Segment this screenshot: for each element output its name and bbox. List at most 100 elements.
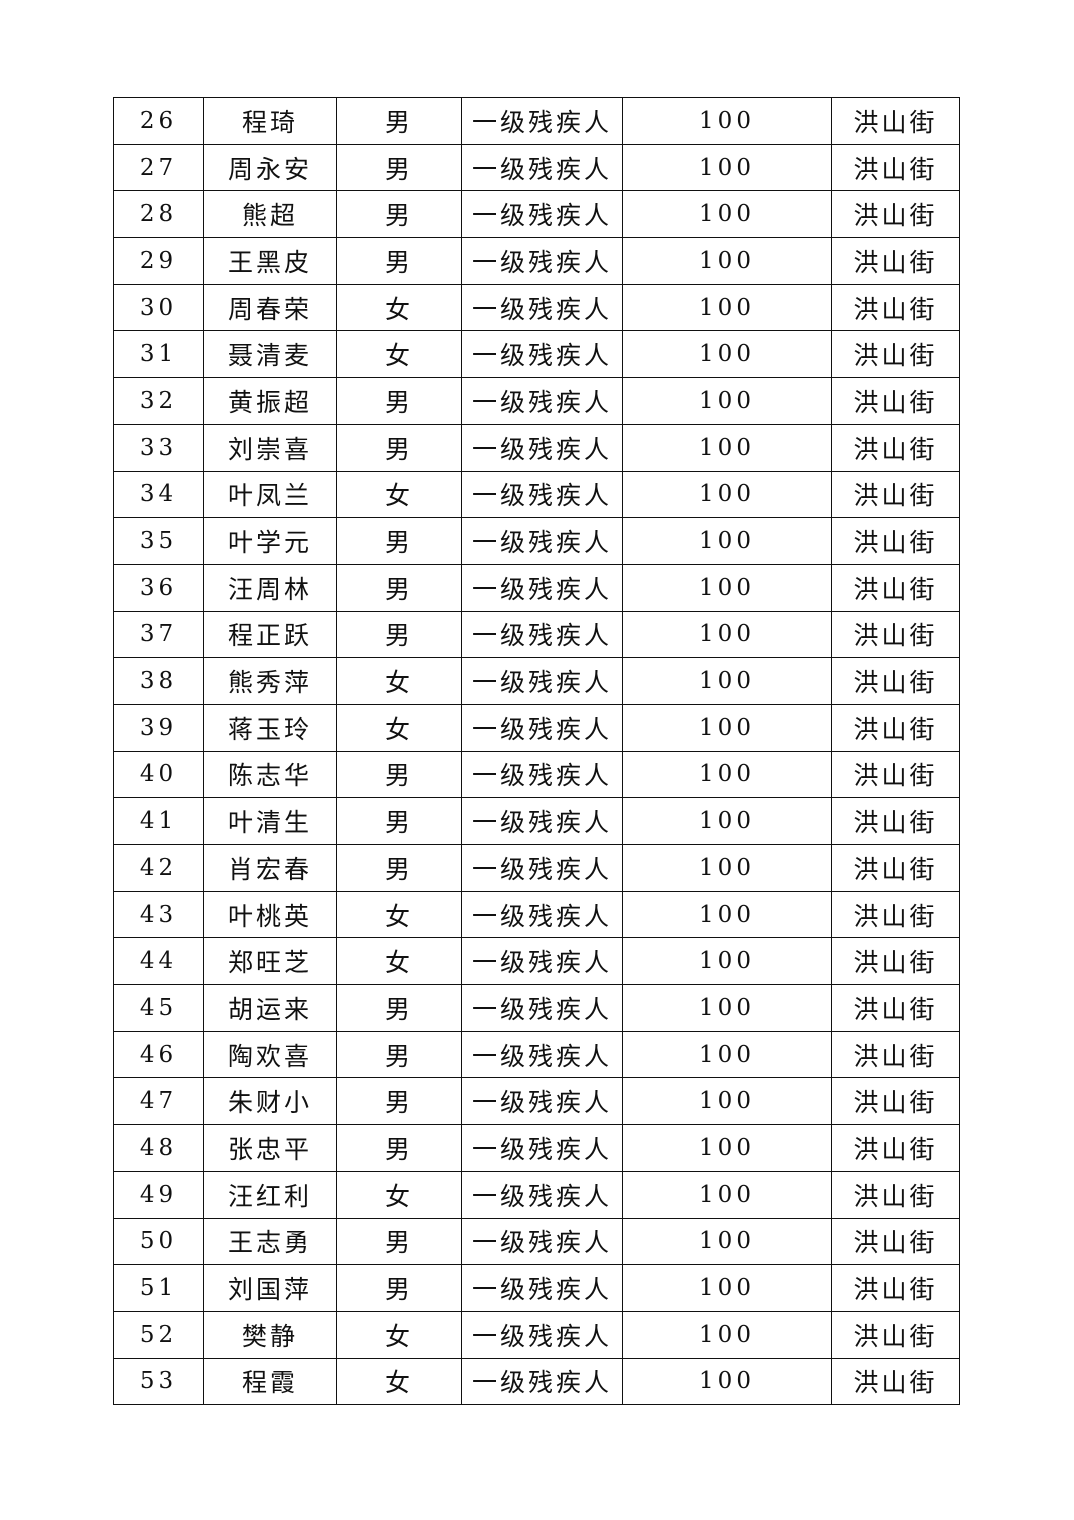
name-cell: 郑旺芝 — [203, 937, 337, 986]
street-cell: 洪山街 — [831, 143, 960, 192]
name-cell: 程琦 — [203, 97, 337, 145]
index-cell: 46 — [113, 1030, 204, 1079]
index-cell: 51 — [113, 1264, 204, 1312]
index-cell: 38 — [113, 657, 204, 705]
street-cell: 洪山街 — [831, 703, 960, 752]
name-cell: 叶清生 — [203, 797, 337, 845]
gender-cell: 男 — [336, 517, 462, 565]
name-cell: 周永安 — [203, 143, 337, 192]
gender-cell: 男 — [336, 610, 462, 659]
gender-cell: 男 — [336, 844, 462, 892]
table-row: 34 叶凤兰女一级残疾人 100 洪山街 — [113, 470, 960, 519]
table-row: 48 张忠平男一级残疾人 100 洪山街 — [113, 1124, 960, 1172]
table-body: 26 程琦男一级残疾人 100 洪山街 27 周永安男一级残疾人 100 洪山街 28 熊超男一级… — [113, 97, 960, 1406]
gender-cell: 女 — [336, 1310, 462, 1359]
table-row: 38 熊秀萍女一级残疾人 100 洪山街 — [113, 657, 960, 705]
amount-cell: 100 — [622, 1030, 832, 1079]
disability-level-cell: 一级残疾人 — [461, 1357, 623, 1406]
table-row: 37 程正跃男一级残疾人 100 洪山街 — [113, 610, 960, 659]
disability-level-cell: 一级残疾人 — [461, 1310, 623, 1359]
index-cell: 43 — [113, 890, 204, 939]
index-cell: 30 — [113, 283, 204, 332]
disability-level-cell: 一级残疾人 — [461, 750, 623, 799]
table-row: 45 胡运来男一级残疾人 100 洪山街 — [113, 984, 960, 1032]
street-cell: 洪山街 — [831, 844, 960, 892]
gender-cell: 男 — [336, 237, 462, 285]
disability-level-cell: 一级残疾人 — [461, 657, 623, 705]
name-cell: 陈志华 — [203, 750, 337, 799]
name-cell: 汪红利 — [203, 1170, 337, 1219]
index-cell: 34 — [113, 470, 204, 519]
street-cell: 洪山街 — [831, 1310, 960, 1359]
street-cell: 洪山街 — [831, 377, 960, 425]
disability-level-cell: 一级残疾人 — [461, 890, 623, 939]
disability-level-cell: 一级残疾人 — [461, 797, 623, 845]
table-row: 52 樊静女一级残疾人 100 洪山街 — [113, 1310, 960, 1359]
street-cell: 洪山街 — [831, 283, 960, 332]
disability-level-cell: 一级残疾人 — [461, 937, 623, 986]
amount-cell: 100 — [622, 190, 832, 239]
amount-cell: 100 — [622, 703, 832, 752]
gender-cell: 男 — [336, 750, 462, 799]
table-row: 30 周春荣女一级残疾人 100 洪山街 — [113, 283, 960, 332]
amount-cell: 100 — [622, 1264, 832, 1312]
table-row: 49 汪红利女一级残疾人 100 洪山街 — [113, 1170, 960, 1219]
amount-cell: 100 — [622, 797, 832, 845]
amount-cell: 100 — [622, 330, 832, 379]
amount-cell: 100 — [622, 844, 832, 892]
name-cell: 朱财小 — [203, 1077, 337, 1126]
index-cell: 39 — [113, 703, 204, 752]
street-cell: 洪山街 — [831, 563, 960, 612]
street-cell: 洪山街 — [831, 330, 960, 379]
disability-level-cell: 一级残疾人 — [461, 563, 623, 612]
street-cell: 洪山街 — [831, 190, 960, 239]
name-cell: 程霞 — [203, 1357, 337, 1406]
table-row: 33 刘崇喜男一级残疾人 100 洪山街 — [113, 423, 960, 472]
street-cell: 洪山街 — [831, 1030, 960, 1079]
index-cell: 26 — [113, 97, 204, 145]
street-cell: 洪山街 — [831, 1264, 960, 1312]
amount-cell: 100 — [622, 97, 832, 145]
disability-level-cell: 一级残疾人 — [461, 377, 623, 425]
amount-cell: 100 — [622, 283, 832, 332]
gender-cell: 女 — [336, 703, 462, 752]
gender-cell: 女 — [336, 657, 462, 705]
index-cell: 48 — [113, 1124, 204, 1172]
amount-cell: 100 — [622, 1170, 832, 1219]
gender-cell: 男 — [336, 1030, 462, 1079]
amount-cell: 100 — [622, 610, 832, 659]
disability-level-cell: 一级残疾人 — [461, 423, 623, 472]
name-cell: 王黑皮 — [203, 237, 337, 285]
table-row: 50 王志勇男一级残疾人 100 洪山街 — [113, 1217, 960, 1266]
name-cell: 程正跃 — [203, 610, 337, 659]
gender-cell: 女 — [336, 330, 462, 379]
name-cell: 蒋玉玲 — [203, 703, 337, 752]
disability-level-cell: 一级残疾人 — [461, 97, 623, 145]
index-cell: 31 — [113, 330, 204, 379]
gender-cell: 男 — [336, 1264, 462, 1312]
amount-cell: 100 — [622, 377, 832, 425]
name-cell: 胡运来 — [203, 984, 337, 1032]
disability-level-cell: 一级残疾人 — [461, 470, 623, 519]
street-cell: 洪山街 — [831, 984, 960, 1032]
street-cell: 洪山街 — [831, 1124, 960, 1172]
table-row: 41 叶清生男一级残疾人 100 洪山街 — [113, 797, 960, 845]
gender-cell: 女 — [336, 937, 462, 986]
amount-cell: 100 — [622, 984, 832, 1032]
disability-level-cell: 一级残疾人 — [461, 1217, 623, 1266]
amount-cell: 100 — [622, 1357, 832, 1406]
street-cell: 洪山街 — [831, 1217, 960, 1266]
street-cell: 洪山街 — [831, 1357, 960, 1406]
name-cell: 黄振超 — [203, 377, 337, 425]
name-cell: 肖宏春 — [203, 844, 337, 892]
index-cell: 47 — [113, 1077, 204, 1126]
name-cell: 叶凤兰 — [203, 470, 337, 519]
name-cell: 叶桃英 — [203, 890, 337, 939]
index-cell: 41 — [113, 797, 204, 845]
name-cell: 熊秀萍 — [203, 657, 337, 705]
index-cell: 45 — [113, 984, 204, 1032]
street-cell: 洪山街 — [831, 937, 960, 986]
street-cell: 洪山街 — [831, 610, 960, 659]
name-cell: 樊静 — [203, 1310, 337, 1359]
index-cell: 42 — [113, 844, 204, 892]
